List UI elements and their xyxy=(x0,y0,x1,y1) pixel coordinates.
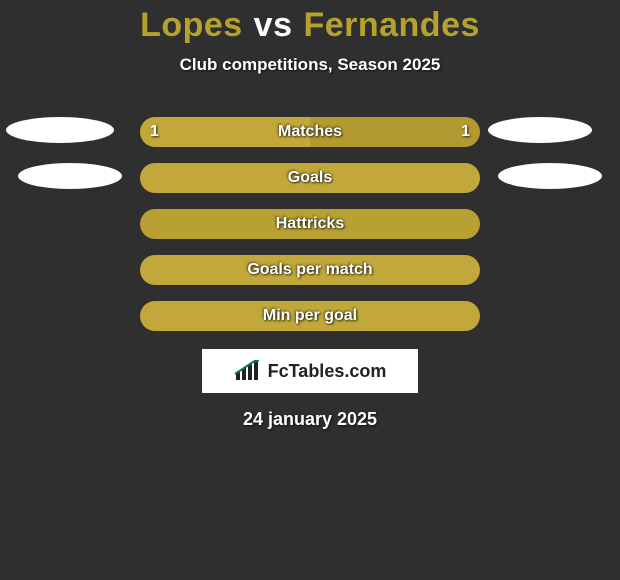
comparison-chart: 1 1 Matches Goals Hattricks Goals per ma… xyxy=(0,117,620,331)
stat-row-matches: 1 1 Matches xyxy=(0,117,620,147)
stat-row-hattricks: Hattricks xyxy=(0,209,620,239)
bar-left xyxy=(140,255,480,285)
stat-value-right: 1 xyxy=(140,117,470,147)
title-left: Lopes xyxy=(140,6,243,44)
bar-track xyxy=(140,301,480,331)
bar-track xyxy=(140,209,480,239)
stat-row-goals: Goals xyxy=(0,163,620,193)
brand-badge: FcTables.com xyxy=(202,349,418,393)
bar-chart-icon xyxy=(234,360,262,382)
subtitle: Club competitions, Season 2025 xyxy=(0,55,620,75)
date-label: 24 january 2025 xyxy=(0,409,620,430)
bar-full xyxy=(140,209,480,239)
bar-left xyxy=(140,163,480,193)
page-title: Lopes vs Fernandes xyxy=(0,0,620,45)
bar-track xyxy=(140,163,480,193)
bar-track xyxy=(140,255,480,285)
title-mid: vs xyxy=(254,6,293,44)
stat-row-goals-per-match: Goals per match xyxy=(0,255,620,285)
bar-left xyxy=(140,301,480,331)
title-right: Fernandes xyxy=(303,6,479,44)
brand-text: FcTables.com xyxy=(268,361,387,382)
stat-row-min-per-goal: Min per goal xyxy=(0,301,620,331)
